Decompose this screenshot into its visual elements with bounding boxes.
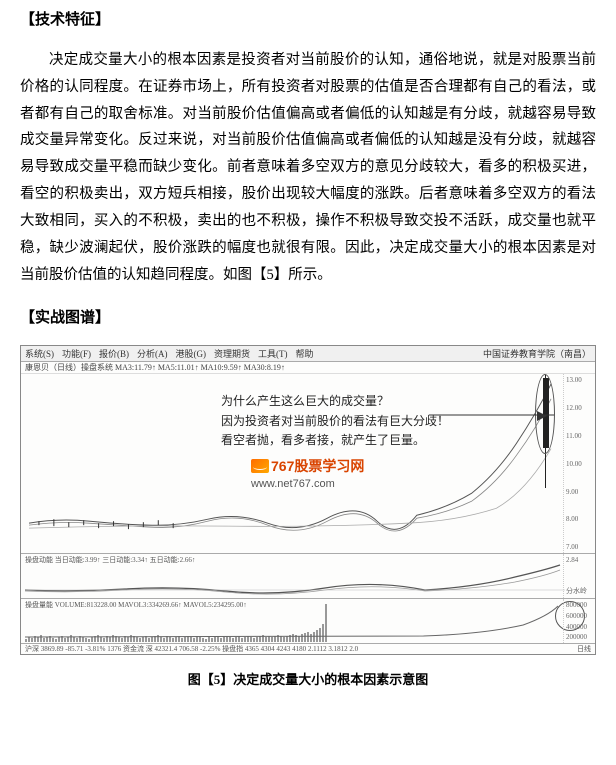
figure-caption: 图【5】决定成交量大小的根本因素示意图 [20,669,596,688]
status-text: 沪深 3869.89 -85.71 -3.81% 1376 资金流 深 4232… [25,645,358,653]
annotation-line: 为什么产生这么巨大的成交量？ [221,392,449,411]
menu-item[interactable]: 分析(A) [137,347,168,360]
watermark: 767股票学习网 www.net767.com [251,456,364,490]
menu-item[interactable]: 系统(S) [25,347,54,360]
logo-icon [251,459,269,473]
y-tick: 13.00 [566,376,593,384]
momentum-panel: 操盘动能 当日动能:3.99↑ 三日动能:3.34↑ 五日动能:2.66↑ 2.… [21,554,595,599]
y-tick: 9.00 [566,488,593,496]
practice-chart-header: 【实战图谱】 [20,306,596,327]
status-bar: 沪深 3869.89 -85.71 -3.81% 1376 资金流 深 4232… [21,644,595,654]
chart-info-line: 康恩贝（日线）操盘系统 MA3:11.79↑ MA5:11.01↑ MA10:9… [21,362,595,374]
volume-ma-curve [25,601,563,641]
menu-item[interactable]: 帮助 [296,347,314,360]
watermark-url: www.net767.com [251,478,364,490]
y-tick: 200000 [566,633,593,641]
menu-item[interactable]: 工具(T) [258,347,288,360]
annotation-line: 看空者抛，看多者接，就产生了巨量。 [221,431,449,450]
chart-title-right: 中国证券教育学院（南昌） [483,347,591,360]
y-tick: 8.00 [566,515,593,523]
annotation-line: 因为投资者对当前股价的看法有巨大分歧！ [221,412,449,431]
y-axis-main: 13.00 12.00 11.00 10.00 9.00 8.00 7.00 [563,374,595,553]
y-axis-sub1: 2.84 分水岭 [563,554,595,598]
y-tick: 2.84 [566,556,593,564]
y-tick: 10.00 [566,460,593,468]
chart-toolbar: 系统(S) 功能(F) 报价(B) 分析(A) 港股(G) 资理期货 工具(T)… [21,346,595,362]
body-paragraph: 决定成交量大小的根本因素是投资者对当前股价的认知，通俗地说，就是对股票当前价格的… [20,47,596,288]
arrow-line [429,409,559,421]
tech-features-header: 【技术特征】 [20,8,596,29]
y-tick: 11.00 [566,432,593,440]
momentum-curve [25,562,565,597]
menu-item[interactable]: 报价(B) [99,347,129,360]
y-tick: 分水岭 [566,586,593,596]
annotation-text: 为什么产生这么巨大的成交量？ 因为投资者对当前股价的看法有巨大分歧！ 看空者抛，… [221,392,449,450]
y-axis-sub2: 800000 600000 400000 200000 [563,599,595,643]
y-tick: 7.00 [566,543,593,551]
volume-panel: 操盘量能 VOLUME:813228.00 MAVOL3:334269.66↑ … [21,599,595,644]
watermark-brand: 767股票学习网 [271,456,364,476]
menu-item[interactable]: 资理期货 [214,347,250,360]
y-tick: 400000 [566,623,593,631]
menu-item[interactable]: 功能(F) [62,347,91,360]
menu-item[interactable]: 港股(G) [176,347,207,360]
ma-indicators: 康恩贝（日线）操盘系统 MA3:11.79↑ MA5:11.01↑ MA10:9… [25,362,285,373]
y-tick: 12.00 [566,404,593,412]
y-tick: 600000 [566,612,593,620]
stock-chart: 系统(S) 功能(F) 报价(B) 分析(A) 港股(G) 资理期货 工具(T)… [20,345,596,655]
main-price-panel: 为什么产生这么巨大的成交量？ 因为投资者对当前股价的看法有巨大分歧！ 看空者抛，… [21,374,595,554]
y-tick: 800000 [566,601,593,609]
timeframe-label: 日线 [577,644,591,654]
